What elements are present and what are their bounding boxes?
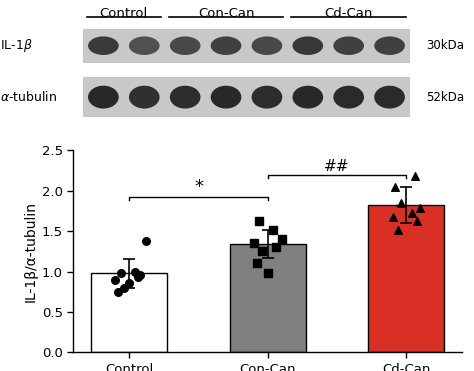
Ellipse shape	[88, 86, 118, 109]
Point	[117, 270, 125, 276]
Text: Con-Can: Con-Can	[198, 7, 254, 20]
Point	[126, 280, 133, 286]
Point	[137, 272, 144, 278]
Point	[392, 184, 399, 190]
Bar	[83, 77, 410, 117]
Point	[114, 289, 122, 295]
Ellipse shape	[170, 36, 201, 55]
Point	[389, 214, 396, 220]
Text: *: *	[194, 178, 203, 196]
Point	[255, 219, 263, 224]
Ellipse shape	[333, 86, 364, 109]
Bar	[91, 273, 167, 352]
Text: 30kDa: 30kDa	[427, 39, 465, 52]
Text: $\alpha$-tubulin: $\alpha$-tubulin	[0, 90, 57, 104]
Ellipse shape	[129, 86, 160, 109]
Point	[111, 277, 119, 283]
Ellipse shape	[374, 86, 405, 109]
Text: 52kDa: 52kDa	[427, 91, 465, 104]
Point	[408, 210, 416, 216]
Ellipse shape	[211, 36, 241, 55]
Text: Cd-Can: Cd-Can	[325, 7, 373, 20]
Point	[264, 270, 272, 276]
Ellipse shape	[292, 36, 323, 55]
Y-axis label: IL-1β/α-tubulin: IL-1β/α-tubulin	[24, 201, 38, 302]
Ellipse shape	[211, 86, 241, 109]
Point	[397, 200, 405, 206]
Point	[253, 260, 261, 266]
Point	[417, 206, 424, 211]
Point	[131, 269, 138, 275]
Point	[273, 244, 280, 250]
Ellipse shape	[252, 86, 282, 109]
Bar	[230, 244, 306, 352]
Point	[278, 236, 285, 242]
Ellipse shape	[170, 86, 201, 109]
Ellipse shape	[292, 86, 323, 109]
Text: Control: Control	[100, 7, 148, 20]
Point	[120, 285, 128, 291]
Point	[414, 219, 421, 224]
Point	[394, 227, 402, 233]
Ellipse shape	[374, 36, 405, 55]
Point	[270, 227, 277, 233]
Point	[250, 240, 258, 246]
Point	[134, 274, 141, 280]
Bar	[83, 29, 410, 63]
Text: IL-1$\beta$: IL-1$\beta$	[0, 37, 33, 54]
Bar	[368, 205, 445, 352]
Ellipse shape	[129, 36, 160, 55]
Ellipse shape	[88, 36, 118, 55]
Ellipse shape	[252, 36, 282, 55]
Point	[142, 238, 150, 244]
Point	[258, 249, 266, 255]
Point	[411, 173, 419, 179]
Text: ##: ##	[324, 159, 350, 174]
Ellipse shape	[333, 36, 364, 55]
